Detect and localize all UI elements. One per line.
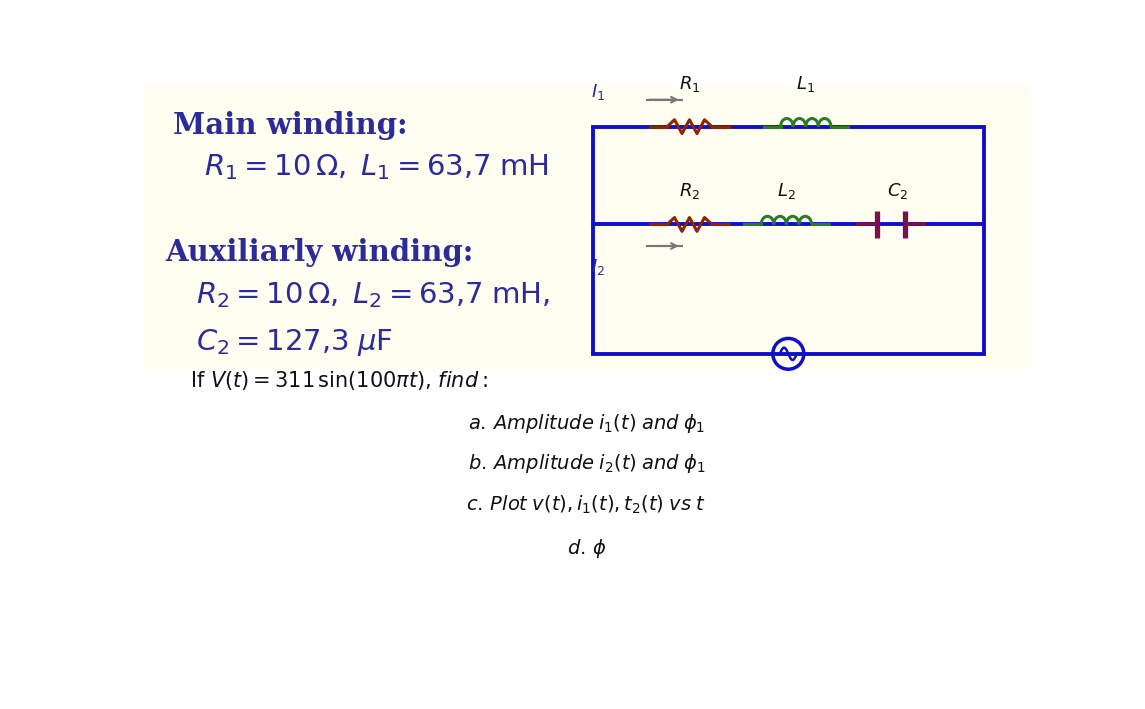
Text: $R_2 = 10\,\Omega,\;L_2 = 63{,}7\;\mathrm{mH},$: $R_2 = 10\,\Omega,\;L_2 = 63{,}7\;\mathr…: [196, 281, 550, 311]
Bar: [143, 85, 1030, 369]
Text: If $V(t) = 311\,\sin(100\pi t)$, $\mathit{find}{:}$: If $V(t) = 311\,\sin(100\pi t)$, $\mathi…: [190, 369, 488, 392]
Text: $L_2$: $L_2$: [777, 182, 796, 201]
Text: $d.\,\phi$: $d.\,\phi$: [567, 537, 607, 560]
Text: $R_1 = 10\,\Omega,\;L_1 = 63{,}7\;\mathrm{mH}$: $R_1 = 10\,\Omega,\;L_1 = 63{,}7\;\mathr…: [204, 152, 548, 182]
Text: $I_1$: $I_1$: [591, 82, 606, 102]
Text: $I_2$: $I_2$: [591, 257, 606, 277]
Text: $R_2$: $R_2$: [679, 182, 700, 201]
Text: $c.\,Plot\;v(t),i_1(t),t_2(t)\;vs\;t$: $c.\,Plot\;v(t),i_1(t),t_2(t)\;vs\;t$: [466, 494, 706, 516]
Text: $a.\,Amplitude\;i_1(t)\;and\;\phi_1$: $a.\,Amplitude\;i_1(t)\;and\;\phi_1$: [468, 411, 705, 435]
Text: $C_2 = 127{,}3\;\mu\mathrm{F}$: $C_2 = 127{,}3\;\mu\mathrm{F}$: [196, 327, 393, 358]
Text: $L_1$: $L_1$: [796, 74, 815, 94]
Text: Auxiliarly winding:: Auxiliarly winding:: [165, 238, 473, 267]
Text: Main winding:: Main winding:: [173, 111, 408, 140]
Text: $R_1$: $R_1$: [679, 74, 701, 94]
Text: $b.\,Amplitude\;i_2(t)\;and\;\phi_1$: $b.\,Amplitude\;i_2(t)\;and\;\phi_1$: [467, 452, 705, 475]
Text: $C_2$: $C_2$: [886, 182, 908, 201]
